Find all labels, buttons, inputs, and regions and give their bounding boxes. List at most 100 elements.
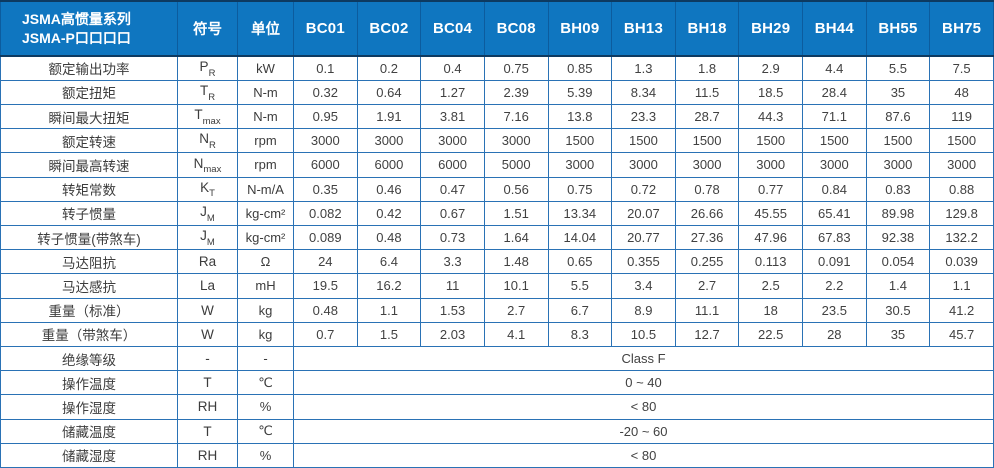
value-cell-bc04: 6000 xyxy=(420,152,485,178)
value-cell-bh75: 119 xyxy=(929,103,994,130)
value-cell-bh13: 0.72 xyxy=(611,176,676,202)
row-label: 瞬间最大扭矩 xyxy=(0,103,178,130)
value-cell-bh75: 0.039 xyxy=(929,249,994,275)
unit-cell: N-m xyxy=(237,79,294,105)
value-cell-bh55: 30.5 xyxy=(865,297,931,323)
value-cell-bc04: 0.4 xyxy=(420,55,485,81)
value-cell-bc04: 3.3 xyxy=(420,249,485,275)
value-cell-bh55: 3000 xyxy=(865,152,931,178)
value-cell-bh18: 0.78 xyxy=(674,176,740,202)
value-cell-bh09: 13.8 xyxy=(547,103,613,130)
value-cell-bh29: 45.55 xyxy=(738,200,803,226)
value-cell-bc01: 3000 xyxy=(293,128,358,154)
model-column-header-bc01: BC01 xyxy=(293,0,358,57)
symbol-subscript: T xyxy=(209,188,215,200)
unit-cell: % xyxy=(237,394,294,420)
unit-cell: N-m/A xyxy=(237,176,294,202)
value-cell-bc02: 0.64 xyxy=(356,79,422,105)
value-cell-bc01: 6000 xyxy=(293,152,358,178)
row-label: 储藏温度 xyxy=(0,418,178,444)
spec-row: 瞬间最大扭矩 Tmax N-m 0.95 1.91 3.81 7.16 13.8 23.3 28.… xyxy=(0,103,994,130)
value-cell-bc08: 0.75 xyxy=(483,55,549,81)
spec-row: 操作温度 T ℃ 0 ~ 40 xyxy=(0,370,994,396)
symbol-subscript: M xyxy=(206,212,215,224)
value-cell-bh29: 0.113 xyxy=(738,249,803,275)
value-cell-bh29: 44.3 xyxy=(738,103,803,130)
row-label: 绝缘等级 xyxy=(0,345,178,372)
symbol-cell: RH xyxy=(177,442,238,468)
value-cell-bh13: 1500 xyxy=(611,128,676,154)
value-cell-bc08: 7.16 xyxy=(483,103,549,130)
value-cell-bh44: 67.83 xyxy=(802,224,867,251)
row-label: 转子惯量(带煞车) xyxy=(0,224,178,251)
series-title: JSMA高惯量系列 JSMA-P口口口口 xyxy=(0,0,178,57)
value-cell-bh13: 20.77 xyxy=(611,224,676,251)
symbol-cell: TR xyxy=(177,79,238,105)
value-cell-bc04: 3000 xyxy=(420,128,485,154)
row-label: 重量（标准） xyxy=(0,297,178,323)
value-cell-bc01: 0.089 xyxy=(293,224,358,251)
value-cell-bh55: 1.4 xyxy=(865,273,931,299)
row-label: 转子惯量 xyxy=(0,200,178,226)
row-label: 操作温度 xyxy=(0,370,178,396)
unit-cell: kW xyxy=(237,55,294,81)
value-cell-bc04: 0.73 xyxy=(420,224,485,251)
unit-cell: Ω xyxy=(237,249,294,275)
unit-cell: N-m xyxy=(237,103,294,130)
row-label: 额定输出功率 xyxy=(0,55,178,81)
value-cell-bc01: 0.32 xyxy=(293,79,358,105)
spec-row: 转子惯量 JM kg-cm² 0.082 0.42 0.67 1.51 13.34 20.07 2… xyxy=(0,200,994,226)
unit-cell: kg-cm² xyxy=(237,200,294,226)
value-cell-bh29: 0.77 xyxy=(738,176,803,202)
value-cell-bh55: 89.98 xyxy=(865,200,931,226)
value-cell-bh13: 1.3 xyxy=(611,55,676,81)
value-cell-bh09: 3000 xyxy=(547,152,613,178)
value-cell-bc04: 0.67 xyxy=(420,200,485,226)
unit-cell: kg xyxy=(237,297,294,323)
value-cell-bc08: 4.1 xyxy=(483,321,549,347)
symbol-cell: T xyxy=(177,418,238,444)
value-cell-bh29: 18.5 xyxy=(738,79,803,105)
value-cell-bc08: 0.56 xyxy=(483,176,549,202)
value-cell-bh44: 0.091 xyxy=(802,249,867,275)
value-cell-bc02: 0.48 xyxy=(356,224,422,251)
value-cell-bh55: 92.38 xyxy=(865,224,931,251)
row-label: 转矩常数 xyxy=(0,176,178,202)
unit-cell: ℃ xyxy=(237,418,294,444)
unit-column-header: 单位 xyxy=(237,0,294,57)
value-cell-bc01: 0.95 xyxy=(293,103,358,130)
spec-row: 操作湿度 RH% < 80 xyxy=(0,394,994,420)
value-cell-bh09: 0.65 xyxy=(547,249,613,275)
symbol-cell: La xyxy=(177,273,238,299)
value-cell-bc01: 0.082 xyxy=(293,200,358,226)
model-column-header-bc02: BC02 xyxy=(356,0,422,57)
symbol-subscript: max xyxy=(203,164,222,176)
model-column-header-bh18: BH18 xyxy=(674,0,740,57)
merged-value-cell: < 80 xyxy=(293,442,994,468)
value-cell-bh44: 2.2 xyxy=(802,273,867,299)
value-cell-bc01: 24 xyxy=(293,249,358,275)
value-cell-bc04: 11 xyxy=(420,273,485,299)
value-cell-bc08: 1.48 xyxy=(483,249,549,275)
value-cell-bh09: 13.34 xyxy=(547,200,613,226)
symbol-subscript: R xyxy=(208,91,216,103)
value-cell-bh75: 48 xyxy=(929,79,994,105)
value-cell-bh09: 6.7 xyxy=(547,297,613,323)
unit-cell: ℃ xyxy=(237,370,294,396)
spec-row: 马达感抗 La mH 19.5 16.2 11 10.1 5.5 3.4 2.7 2.5 2.2 1.4… xyxy=(0,273,994,299)
value-cell-bh29: 47.96 xyxy=(738,224,803,251)
symbol-subscript: M xyxy=(206,236,215,248)
value-cell-bc04: 2.03 xyxy=(420,321,485,347)
value-cell-bh55: 0.054 xyxy=(865,249,931,275)
value-cell-bh18: 11.1 xyxy=(674,297,740,323)
unit-cell: mH xyxy=(237,273,294,299)
row-label: 额定转速 xyxy=(0,128,178,154)
model-column-header-bh29: BH29 xyxy=(738,0,803,57)
spec-row: 储藏湿度 RH% < 80 xyxy=(0,442,994,468)
value-cell-bh18: 28.7 xyxy=(674,103,740,130)
value-cell-bh09: 0.85 xyxy=(547,55,613,81)
value-cell-bh18: 2.7 xyxy=(674,273,740,299)
unit-cell: rpm xyxy=(237,128,294,154)
value-cell-bh44: 71.1 xyxy=(802,103,867,130)
